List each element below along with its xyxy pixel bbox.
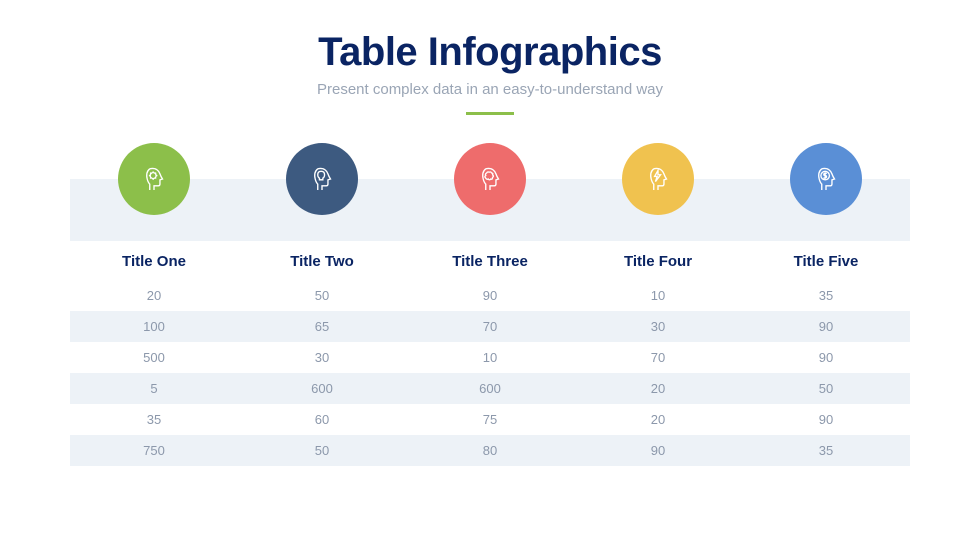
cell: 35 [147,412,161,427]
cell: 70 [483,319,497,334]
column-icon-4 [622,143,694,215]
column-title-3: Title Three [452,253,528,270]
cell: 35 [819,288,833,303]
column-icon-2 [286,143,358,215]
table-body: 20 50 90 10 35 100 65 70 30 90 500 30 10… [70,280,910,466]
cell: 500 [143,350,165,365]
head-brain-icon [473,162,507,196]
cell: 10 [651,288,665,303]
cell: 75 [483,412,497,427]
table-row: 750 50 80 90 35 [70,435,910,466]
cell: 100 [143,319,165,334]
cell: 90 [819,319,833,334]
cell: 600 [479,381,501,396]
cell: 65 [315,319,329,334]
table-row: 20 50 90 10 35 [70,280,910,311]
column-icon-1 [118,143,190,215]
cell: 50 [819,381,833,396]
head-bulb-icon [305,162,339,196]
cell: 35 [819,443,833,458]
cell: 20 [651,412,665,427]
page-subtitle: Present complex data in an easy-to-under… [317,81,663,98]
cell: 600 [311,381,333,396]
table-row: 35 60 75 20 90 [70,404,910,435]
head-bolt-icon [641,162,675,196]
icons-row [70,143,910,215]
column-title-5: Title Five [794,253,859,270]
cell: 20 [147,288,161,303]
head-gear-icon [137,162,171,196]
column-icon-5 [790,143,862,215]
head-dollar-icon [809,162,843,196]
cell: 90 [483,288,497,303]
cell: 5 [150,381,157,396]
cell: 20 [651,381,665,396]
cell: 30 [651,319,665,334]
infographic-table: Title One Title Two Title Three Title Fo… [70,143,910,466]
cell: 30 [315,350,329,365]
cell: 90 [651,443,665,458]
cell: 70 [651,350,665,365]
table-row: 100 65 70 30 90 [70,311,910,342]
column-title-4: Title Four [624,253,692,270]
column-title-2: Title Two [290,253,354,270]
column-title-1: Title One [122,253,186,270]
cell: 90 [819,412,833,427]
column-titles-row: Title One Title Two Title Three Title Fo… [70,241,910,280]
cell: 80 [483,443,497,458]
table-row: 500 30 10 70 90 [70,342,910,373]
cell: 60 [315,412,329,427]
table-row: 5 600 600 20 50 [70,373,910,404]
cell: 50 [315,288,329,303]
cell: 90 [819,350,833,365]
cell: 10 [483,350,497,365]
title-underline [466,112,514,115]
column-icon-3 [454,143,526,215]
cell: 750 [143,443,165,458]
page-title: Table Infographics [318,30,662,75]
cell: 50 [315,443,329,458]
